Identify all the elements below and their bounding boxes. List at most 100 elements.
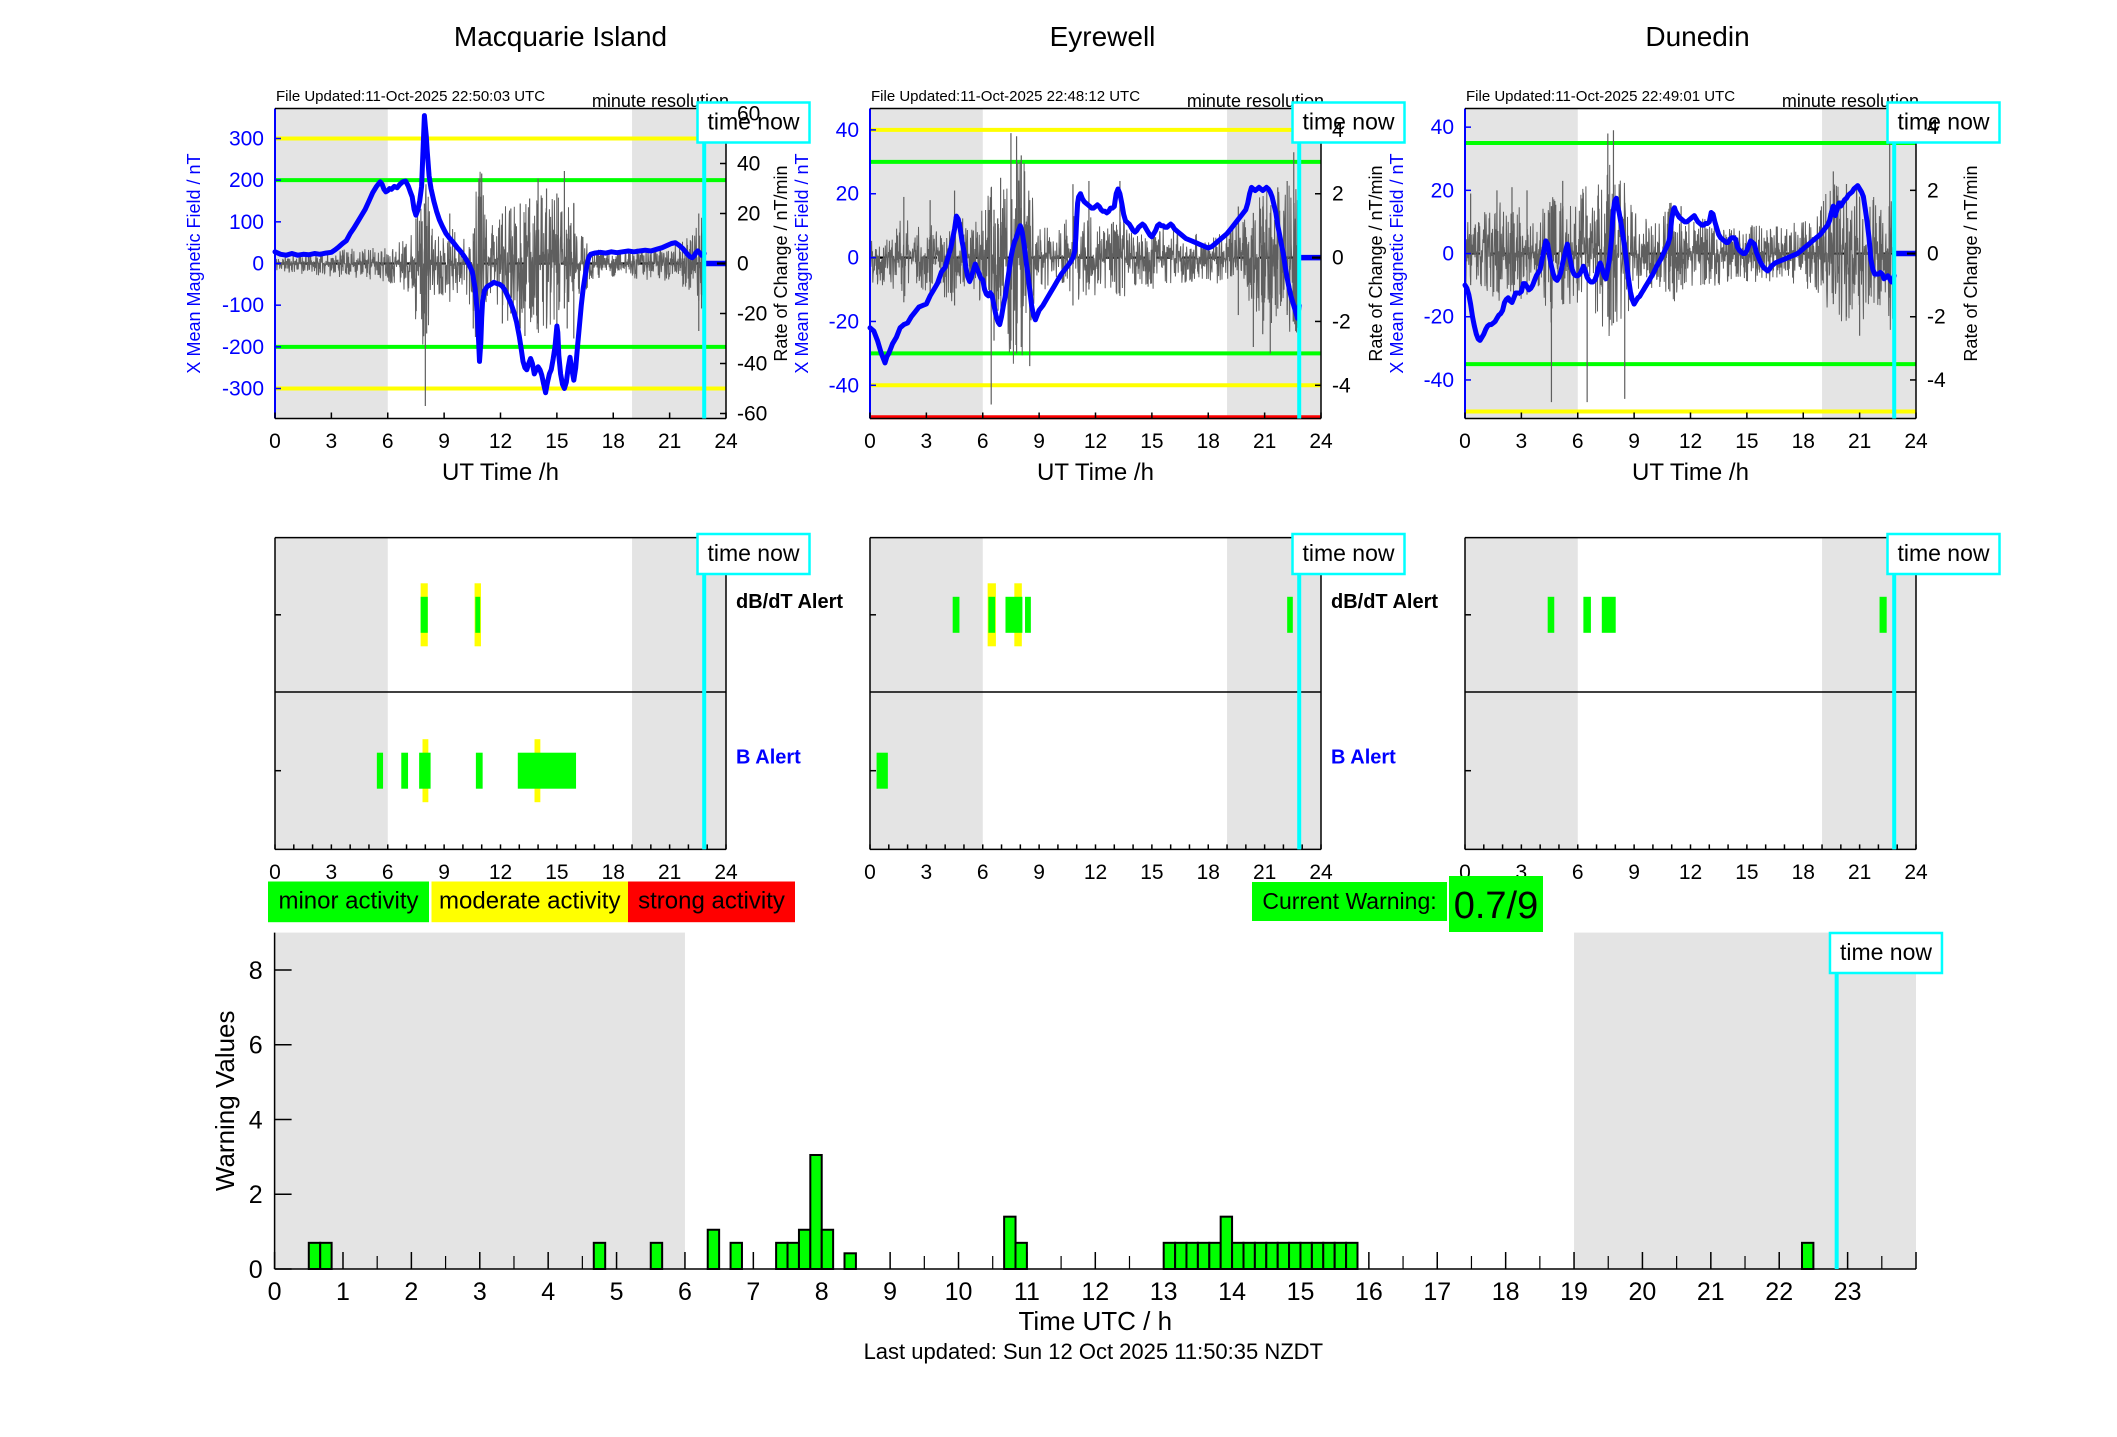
y-tick-label-left: 100 <box>229 211 264 234</box>
warning-bar <box>1162 1241 1177 1271</box>
x-tick-label: 0 <box>1459 430 1471 453</box>
time-now-box <box>696 532 811 576</box>
y-tick-label-right: 0 <box>737 253 749 276</box>
warning-values-chart: 0 1 2 3 4 5 6 7 8 9 10 11 12 13 14 15 16 17 18 19 20 21 22 2302… <box>210 931 1944 1364</box>
current-warning-label-box <box>1252 882 1447 921</box>
warning-bar <box>1208 1241 1222 1271</box>
x-tick-label: 9 <box>1628 861 1640 884</box>
y-tick-label-left: -100 <box>222 294 264 317</box>
current-warning-value: 0.7/9 <box>1454 885 1539 927</box>
legend-label: moderate activity <box>439 888 620 915</box>
x-tick-label: 15 <box>1735 430 1758 453</box>
warning-bar <box>1333 1241 1348 1271</box>
b-alert-minor-bar <box>876 752 888 789</box>
warning-bar <box>1003 1215 1017 1271</box>
right-axis-label: Rate of Change / nT/min <box>771 165 791 361</box>
legend-swatch-strong <box>628 881 795 923</box>
warning-bar <box>843 1252 857 1271</box>
warning-bar <box>1174 1241 1188 1271</box>
warning-bar <box>1242 1241 1256 1271</box>
x-tick-label: 21 <box>658 430 681 453</box>
time-now-box <box>1291 101 1406 144</box>
x-tick-label: 9 <box>883 1278 897 1306</box>
time-now-label: time now <box>1897 109 1989 135</box>
night-band <box>1227 537 1321 850</box>
y-tick-label-left: 40 <box>1431 116 1454 139</box>
x-tick-label: 0 <box>864 861 876 884</box>
warning-bar <box>1185 1241 1199 1271</box>
resolution-note: minute resolution <box>1187 91 1324 111</box>
x-tick-label: 21 <box>1253 430 1276 453</box>
y-tick-label-right: -4 <box>1927 369 1946 392</box>
dbdt-alert-row-label: dB/dT Alert <box>736 591 843 613</box>
alert-chart-eyrewell: 0 3 6 9 12 15 18 21 24 dB/dT Alert B Alert time now <box>864 532 1438 884</box>
y-tick-label-left: -20 <box>1424 306 1454 329</box>
b-alert-minor-bar <box>419 752 431 789</box>
x-tick-label: 15 <box>1140 430 1163 453</box>
alert-chart-dunedin: 0 3 6 9 12 15 18 21 24 time now <box>1459 532 2001 884</box>
warning-bar <box>786 1241 800 1271</box>
dbdt-alert-row-label: dB/dT Alert <box>1331 591 1438 613</box>
x-tick-label: 6 <box>382 861 394 884</box>
time-now-label: time now <box>1302 109 1394 135</box>
legend-label: strong activity <box>638 888 785 915</box>
dbdt-alert-minor-bar <box>1879 596 1887 633</box>
dbdt-alert-minor-bar <box>1547 596 1555 633</box>
x-tick-label: 21 <box>1697 1278 1725 1306</box>
file-updated-note: File Updated:11-Oct-2025 22:49:01 UTC <box>1466 88 1735 105</box>
y-tick-label-right: -4 <box>1332 374 1351 397</box>
right-axis-label: Rate of Change / nT/min <box>1961 165 1981 361</box>
y-tick-label-right: 4 <box>1927 116 1939 139</box>
y-tick-label: 6 <box>249 1032 263 1060</box>
warning-bar <box>797 1228 812 1270</box>
time-now-label: time now <box>1897 540 1989 566</box>
alert-chart-macquarie-island: 0 3 6 9 12 15 18 21 24 dB/dT Alert B Alert time now <box>269 532 843 884</box>
x-axis-label: UT Time /h <box>1037 459 1154 486</box>
time-now-label: time now <box>707 540 799 566</box>
x-tick-label: 17 <box>1423 1278 1451 1306</box>
y-tick-label-right: -2 <box>1927 306 1946 329</box>
x-tick-label: 24 <box>1309 861 1333 884</box>
warning-bar <box>319 1241 333 1271</box>
x-tick-label: 12 <box>1679 861 1702 884</box>
x-axis-label: UT Time /h <box>442 459 559 486</box>
y-tick-label: 0 <box>249 1256 263 1284</box>
y-tick-label: 4 <box>249 1106 263 1134</box>
y-tick-label-left: -300 <box>222 378 264 401</box>
time-now-box <box>1828 931 1944 975</box>
x-tick-label: 18 <box>1492 1278 1520 1306</box>
chart-title: Eyrewell <box>1050 21 1156 52</box>
current-warning-value-box <box>1449 876 1543 932</box>
x-tick-label: 18 <box>1792 861 1815 884</box>
y-tick-label-left: -40 <box>1424 369 1454 392</box>
y-tick-label-left: 0 <box>847 247 859 270</box>
rate-line <box>274 171 705 345</box>
warning-bar <box>1196 1241 1211 1271</box>
x-tick-label: 12 <box>1679 430 1702 453</box>
warning-bar <box>1345 1241 1359 1271</box>
x-tick-label: 10 <box>945 1278 973 1306</box>
time-now-box <box>696 101 811 144</box>
x-tick-label: 0 <box>269 861 281 884</box>
warning-bar <box>775 1241 789 1271</box>
x-tick-label: 18 <box>1792 430 1815 453</box>
x-tick-label: 3 <box>921 430 933 453</box>
x-tick-label: 14 <box>1218 1278 1246 1306</box>
warning-bar <box>1265 1241 1279 1271</box>
x-axis-label: Time UTC / h <box>1018 1306 1172 1336</box>
x-tick-label: 20 <box>1629 1278 1657 1306</box>
y-tick-label-left: 20 <box>836 183 859 206</box>
x-tick-label: 23 <box>1834 1278 1862 1306</box>
y-tick-label-left: -20 <box>829 310 859 333</box>
dbdt-alert-minor-bar <box>1025 596 1031 633</box>
x-tick-label: 22 <box>1765 1278 1793 1306</box>
y-tick-label: 8 <box>249 957 263 985</box>
left-axis-label: X Mean Magnetic Field / nT <box>792 153 812 373</box>
dbdt-alert-minor-bar <box>988 596 996 633</box>
x-tick-label: 24 <box>1309 430 1333 453</box>
x-tick-label: 18 <box>1197 861 1220 884</box>
warning-bar <box>1288 1241 1302 1271</box>
y-tick-label-left: 20 <box>1431 179 1454 202</box>
x-tick-label: 19 <box>1560 1278 1588 1306</box>
